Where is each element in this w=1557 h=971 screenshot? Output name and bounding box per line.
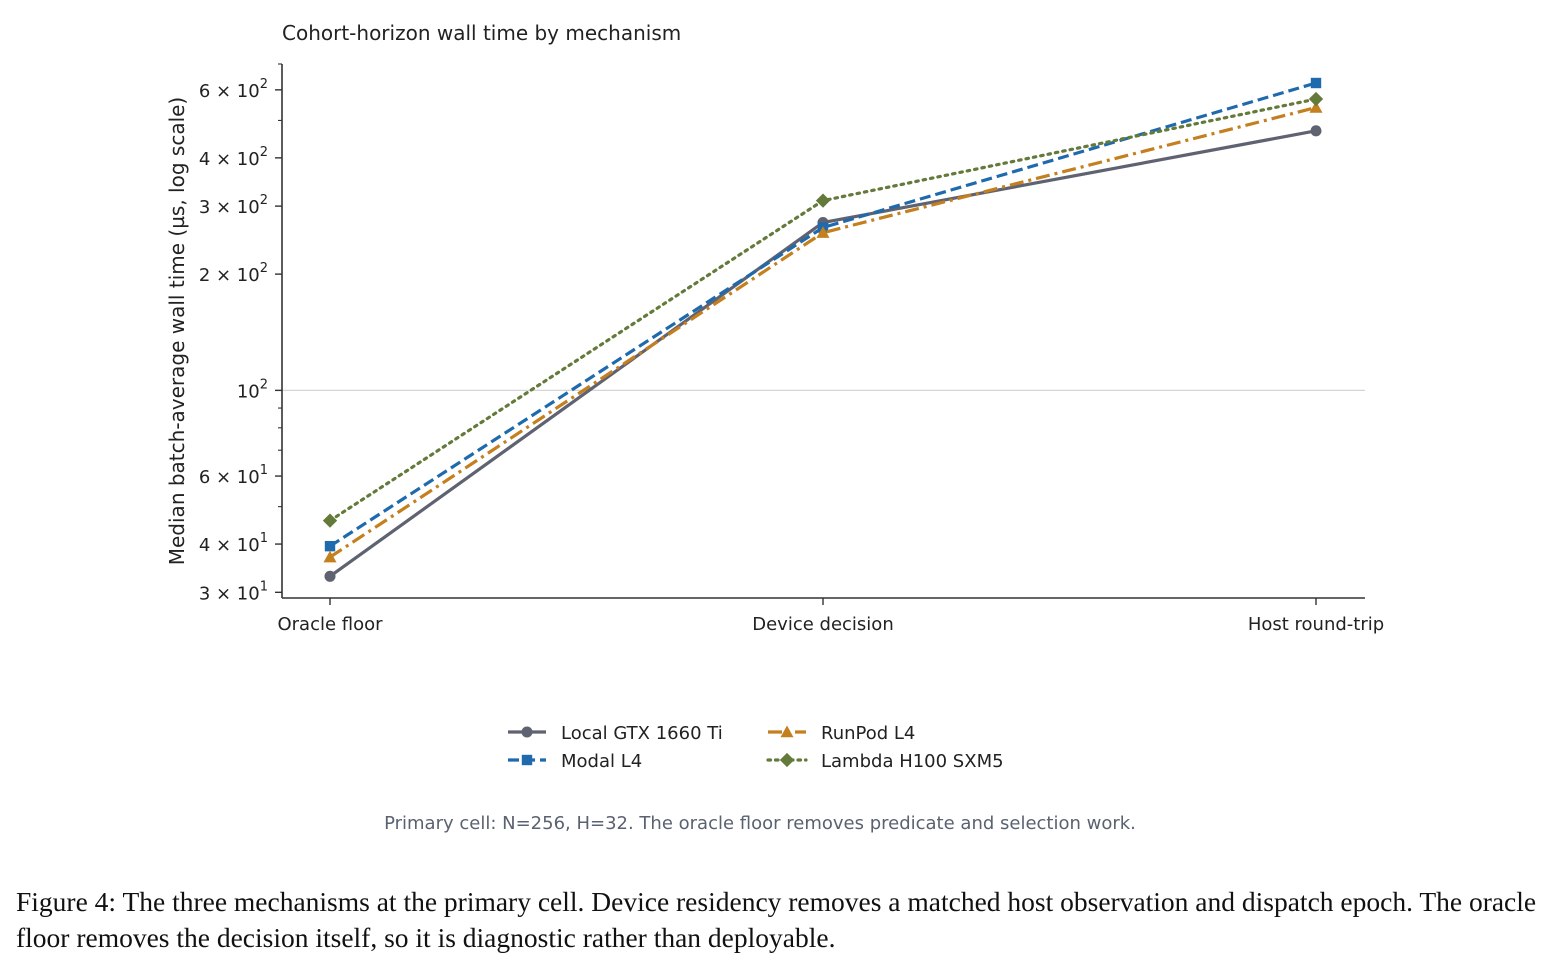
data-point (324, 570, 336, 582)
series-2 (323, 101, 1323, 563)
x-tick-label: Oracle floor (277, 614, 383, 635)
data-point (324, 540, 336, 552)
axes (281, 64, 1365, 599)
data-point (815, 193, 831, 208)
data-point (1310, 125, 1322, 137)
legend-marker (780, 725, 794, 738)
data-point (323, 550, 337, 563)
legend: Local GTX 1660 Ti Modal L4 RunPod L4 Lambda… (508, 723, 1004, 772)
x-ticks: Oracle floor Device decision Host round-tr… (277, 598, 1384, 635)
line-chart: Cohort-horizon wall time by mechanism Me… (165, 21, 1384, 834)
data-point (1309, 101, 1323, 113)
chart-title: Cohort-horizon wall time by mechanism (282, 21, 681, 45)
legend-item: Modal L4 (508, 751, 642, 772)
x-tick-label: Host round-trip (1248, 614, 1384, 635)
series-1 (324, 77, 1322, 552)
series-line (328, 97, 1318, 523)
y-tick-label: 102 (237, 377, 268, 402)
data-point (322, 513, 338, 528)
legend-marker (521, 726, 533, 738)
legend-item: Lambda H100 SXM5 (766, 751, 1004, 772)
legend-marker (779, 752, 795, 768)
y-ticks: 3 × 101 4 × 101 6 × 101 102 2 × 102 3 × 102 4 … (199, 63, 282, 604)
legend-marker (521, 754, 533, 766)
legend-item: RunPod L4 (768, 723, 915, 744)
figure-caption: Figure 4: The three mechanisms at the pr… (16, 886, 1537, 953)
series-line (329, 105, 1317, 559)
legend-label: Lambda H100 SXM5 (821, 751, 1004, 772)
y-axis-label: Median batch-average wall time (µs, log … (165, 97, 189, 566)
series-3 (322, 91, 1324, 528)
y-tick-label: 3 × 102 (199, 193, 268, 218)
y-tick-label: 4 × 101 (199, 531, 268, 556)
series-line (329, 81, 1317, 548)
x-tick-label: Device decision (752, 614, 893, 635)
legend-label: Local GTX 1660 Ti (561, 723, 723, 744)
data-point (1310, 77, 1322, 89)
series-lines (322, 77, 1324, 582)
data-point (1308, 91, 1324, 107)
legend-label: RunPod L4 (821, 723, 915, 744)
y-tick-label: 6 × 102 (199, 77, 268, 102)
y-tick-label: 2 × 102 (199, 261, 268, 286)
data-point (816, 226, 830, 238)
legend-item: Local GTX 1660 Ti (508, 723, 723, 744)
legend-label: Modal L4 (561, 751, 642, 772)
y-tick-label: 4 × 102 (199, 145, 268, 170)
y-tick-label: 6 × 101 (199, 463, 268, 488)
chart-note: Primary cell: N=256, H=32. The oracle fl… (384, 813, 1136, 834)
y-tick-label: 3 × 101 (199, 579, 268, 604)
